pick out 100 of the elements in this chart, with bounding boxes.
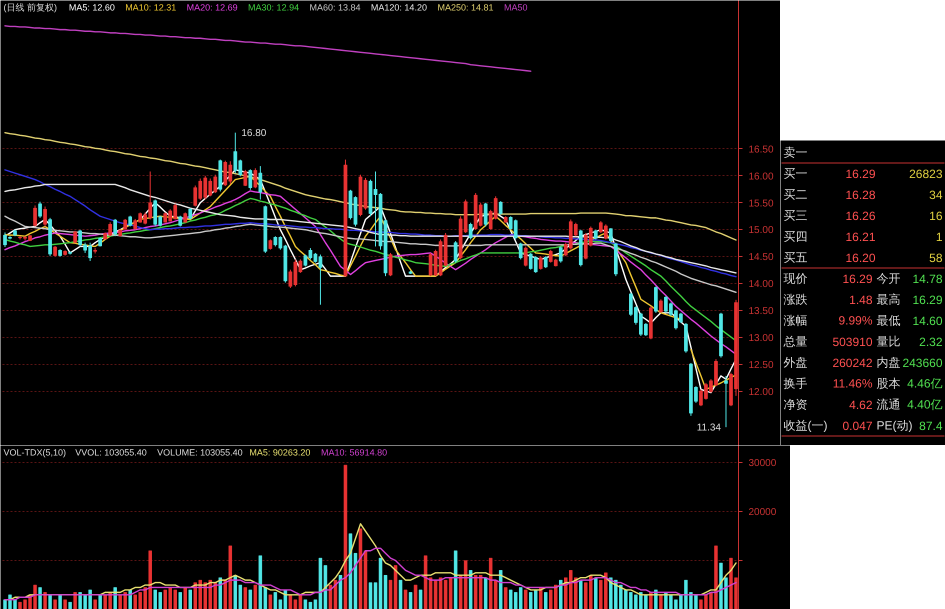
bar bbox=[53, 599, 57, 609]
bar bbox=[248, 590, 252, 609]
candlestick bbox=[608, 228, 613, 244]
candlestick bbox=[258, 166, 262, 200]
text: 净资 4.62 流通 4.40亿 bbox=[784, 398, 943, 412]
bar bbox=[454, 550, 458, 609]
candlestick bbox=[33, 204, 37, 228]
bar bbox=[484, 577, 488, 609]
candlestick bbox=[594, 229, 598, 240]
text: 买三 16.26 16 bbox=[784, 208, 943, 223]
y-tick-label: 15.00 bbox=[748, 225, 774, 236]
text: 总量 503910 量比 2.32 bbox=[784, 334, 943, 349]
y-tick-label: 12.00 bbox=[748, 387, 774, 398]
bar bbox=[504, 587, 508, 609]
y-tick-label: 16.50 bbox=[748, 144, 774, 156]
text: MA60: 13.84 bbox=[309, 2, 361, 13]
text: MA5: 12.60 bbox=[68, 2, 115, 13]
y-tick-label: 13.50 bbox=[748, 306, 774, 318]
text: 现价 16.29 今开 14.78 bbox=[784, 272, 942, 286]
text: MA10: 56914.80 bbox=[321, 448, 388, 458]
bar bbox=[73, 592, 77, 609]
y-tick-label: 12.50 bbox=[748, 360, 774, 372]
bar bbox=[244, 587, 248, 609]
bar bbox=[398, 580, 402, 609]
bar bbox=[524, 590, 528, 609]
line-series bbox=[4, 184, 737, 274]
bar bbox=[93, 599, 97, 609]
bar bbox=[659, 594, 663, 609]
y-tick-label: 15.50 bbox=[748, 198, 774, 210]
bar bbox=[498, 570, 502, 609]
text: 买二 16.28 34 bbox=[784, 188, 943, 202]
candlestick bbox=[498, 200, 503, 216]
candlestick bbox=[113, 218, 118, 237]
bar bbox=[48, 594, 52, 609]
bar bbox=[188, 590, 192, 609]
bar bbox=[38, 587, 42, 609]
bar bbox=[43, 592, 47, 609]
annotation: 16.80 bbox=[241, 128, 267, 140]
candlestick bbox=[518, 242, 523, 260]
candlestick bbox=[178, 215, 182, 228]
candlestick bbox=[98, 236, 102, 247]
bar bbox=[183, 587, 187, 609]
line-series bbox=[4, 216, 737, 294]
bar bbox=[344, 464, 348, 609]
candlestick bbox=[268, 238, 272, 250]
candlestick bbox=[524, 246, 528, 267]
bar bbox=[404, 590, 408, 609]
candlestick bbox=[454, 240, 458, 264]
bar bbox=[268, 594, 272, 609]
text: MA5: 90263.20 bbox=[249, 448, 310, 458]
line-series bbox=[4, 25, 532, 72]
bar bbox=[579, 580, 583, 609]
candlestick bbox=[724, 375, 728, 428]
text: 买四 16.21 1 bbox=[784, 230, 943, 244]
text: 外盘 260242 内盘 243660 bbox=[784, 356, 943, 370]
annotation: 11.34 bbox=[696, 422, 722, 434]
y-tick-label: 20000 bbox=[748, 507, 777, 518]
bar bbox=[408, 592, 412, 609]
text: 买一 16.29 26823 bbox=[784, 166, 943, 181]
annotation: VOLUME: 103055.40 bbox=[157, 448, 243, 458]
bar bbox=[98, 594, 102, 609]
bar bbox=[538, 587, 542, 609]
candlestick bbox=[188, 208, 192, 220]
candlestick bbox=[558, 246, 563, 264]
candlestick bbox=[388, 252, 392, 277]
bar bbox=[594, 577, 598, 609]
bar bbox=[544, 592, 548, 609]
candlestick bbox=[248, 168, 252, 190]
text: MA30: 12.94 bbox=[248, 2, 300, 13]
candlestick bbox=[38, 201, 42, 218]
candlestick bbox=[243, 169, 248, 187]
bar bbox=[218, 577, 222, 609]
y-tick-label: 16.00 bbox=[748, 171, 774, 182]
bar bbox=[58, 594, 62, 609]
bar bbox=[178, 592, 182, 609]
text: MA20: 12.69 bbox=[186, 2, 238, 13]
bar bbox=[414, 584, 418, 609]
text: 卖一 bbox=[784, 146, 808, 160]
bar bbox=[468, 570, 472, 609]
bar bbox=[559, 580, 563, 609]
candlestick bbox=[654, 286, 658, 314]
bar bbox=[338, 574, 342, 609]
candlestick bbox=[538, 256, 543, 270]
line-series bbox=[4, 548, 737, 600]
bar bbox=[254, 584, 258, 609]
text: 涨幅 9.99% 最低 14.60 bbox=[784, 314, 942, 328]
text: MA120: 14.20 bbox=[370, 2, 427, 13]
bar bbox=[418, 590, 422, 609]
candlestick bbox=[253, 168, 258, 189]
text: 收益(一) 0.047 PE(动) 87.4 bbox=[784, 418, 943, 433]
y-tick-label: 30000 bbox=[748, 458, 777, 470]
bar bbox=[63, 599, 67, 609]
candlestick bbox=[43, 206, 47, 228]
candlestick bbox=[468, 222, 472, 240]
candlestick bbox=[484, 202, 488, 228]
text: 买五 16.20 58 bbox=[784, 250, 943, 265]
chart-title: VOL-TDX(5,10) bbox=[4, 448, 66, 458]
text: 换手 11.46% 股本 4.46亿 bbox=[784, 376, 943, 390]
y-tick-label: 14.00 bbox=[748, 279, 774, 290]
candlestick bbox=[53, 245, 57, 258]
